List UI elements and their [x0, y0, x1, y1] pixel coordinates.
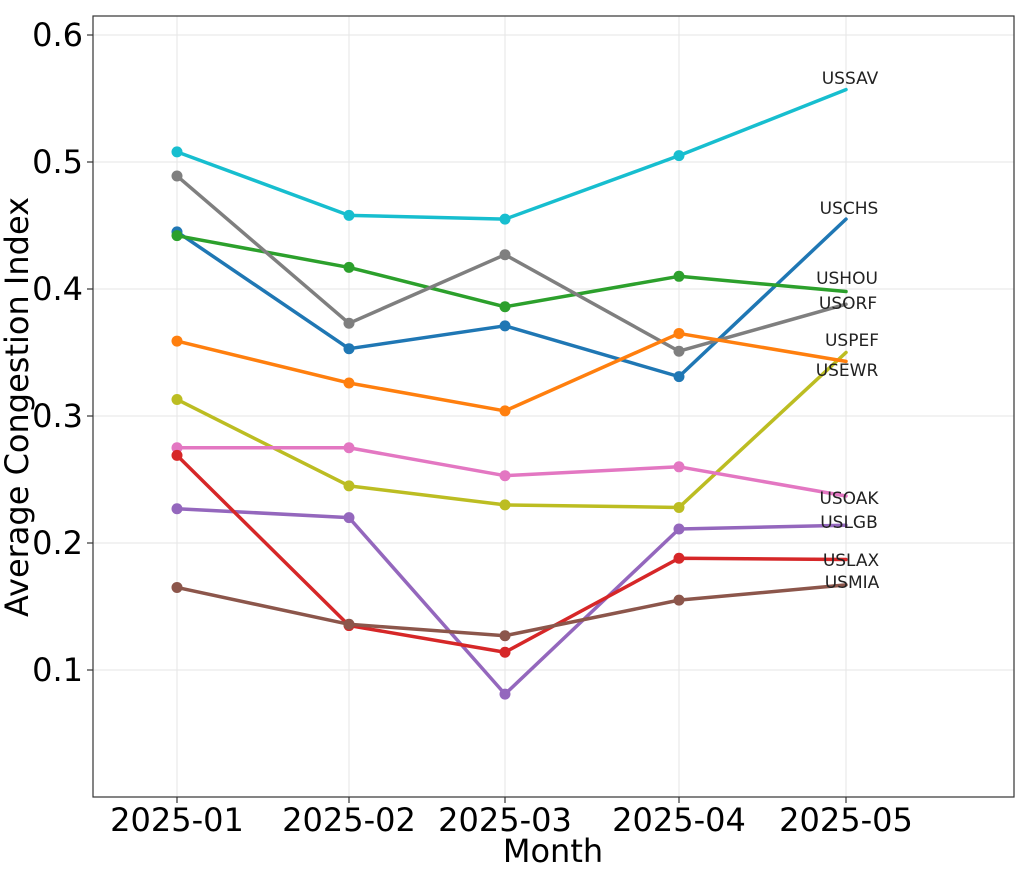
series-line-uslgb: [175, 506, 848, 696]
data-point-usewr: [499, 405, 511, 417]
data-point-usmia: [673, 594, 685, 606]
data-point-ushou: [343, 261, 355, 273]
series-line-usmia: [175, 583, 848, 638]
y-tick-label: 0.1: [32, 651, 83, 689]
data-point-uslax: [171, 449, 183, 461]
data-point-ussav: [171, 146, 183, 158]
series-label-usewr: USEWR: [816, 361, 879, 381]
data-point-ushou: [499, 301, 511, 313]
x-tick-label: 2025-05: [779, 801, 913, 839]
series-line-usorf: [175, 174, 848, 353]
data-point-usorf: [343, 317, 355, 329]
data-point-uschs: [673, 371, 685, 383]
data-point-ussav: [673, 150, 685, 162]
y-tick-label: 0.5: [32, 143, 83, 181]
series-label-uspef: USPEF: [825, 331, 879, 351]
series-label-uschs: USCHS: [820, 199, 879, 219]
data-point-uslgb: [171, 503, 183, 515]
series-line-uslax: [175, 453, 848, 654]
data-point-usmia: [499, 630, 511, 642]
y-tick-label: 0.3: [32, 397, 83, 435]
x-tick-label: 2025-04: [612, 801, 746, 839]
data-point-uslgb: [673, 523, 685, 535]
data-point-ussav: [343, 209, 355, 221]
data-point-uspef: [673, 501, 685, 513]
data-point-uslgb: [499, 688, 511, 700]
x-axis-ticks: 2025-01 2025-02 2025-03 2025-04 2025-05: [110, 797, 913, 839]
data-point-usewr: [171, 335, 183, 347]
series-line-uspef: [175, 350, 848, 510]
y-tick-label: 0.6: [32, 16, 83, 54]
data-point-usorf: [499, 249, 511, 261]
data-point-uspef: [171, 393, 183, 405]
series-line-ushou: [175, 233, 848, 309]
data-point-uslgb: [343, 512, 355, 524]
y-tick-label: 0.2: [32, 524, 83, 562]
data-point-usorf: [171, 170, 183, 182]
series-labels: USSAV USCHS USHOU USORF USPEF USEWR USOAK USLGB…: [816, 69, 880, 593]
series-label-ushou: USHOU: [816, 269, 878, 289]
data-point-usmia: [171, 581, 183, 593]
x-tick-label: 2025-02: [282, 801, 416, 839]
data-point-uspef: [343, 480, 355, 492]
data-point-ussav: [499, 213, 511, 225]
x-tick-label: 2025-03: [438, 801, 572, 839]
y-axis-label: Average Congestion Index: [0, 197, 36, 617]
series-label-usorf: USORF: [819, 294, 877, 314]
series-line-ussav: [175, 87, 848, 221]
data-point-usoak: [343, 442, 355, 454]
series-label-uslax: USLAX: [823, 551, 880, 571]
data-point-uschs: [499, 320, 511, 332]
y-axis-ticks: 0.1 0.2 0.3 0.4 0.5 0.6: [32, 16, 93, 689]
data-point-usewr: [673, 327, 685, 339]
data-point-ushou: [171, 230, 183, 242]
series-line-usoak: [175, 446, 848, 498]
data-point-uslax: [499, 646, 511, 658]
series-lines: [171, 87, 848, 700]
series-label-ussav: USSAV: [822, 69, 879, 89]
series-label-uslgb: USLGB: [820, 513, 878, 533]
data-point-ushou: [673, 270, 685, 282]
plot-frame: [92, 15, 1015, 798]
data-point-uspef: [499, 499, 511, 511]
data-point-usewr: [343, 377, 355, 389]
y-tick-label: 0.4: [32, 270, 83, 308]
series-label-usmia: USMIA: [825, 573, 880, 593]
series-line-uschs: [175, 217, 848, 379]
data-point-usmia: [343, 618, 355, 630]
data-point-uschs: [343, 343, 355, 355]
x-tick-label: 2025-01: [110, 801, 244, 839]
grid: [93, 16, 1014, 797]
data-point-uslax: [673, 552, 685, 564]
data-point-usoak: [673, 461, 685, 473]
series-line-usewr: [175, 331, 848, 413]
data-point-usorf: [673, 345, 685, 357]
series-label-usoak: USOAK: [819, 489, 879, 509]
x-axis-label: Month: [503, 832, 603, 869]
data-point-usoak: [171, 442, 183, 454]
data-point-usoak: [499, 470, 511, 482]
